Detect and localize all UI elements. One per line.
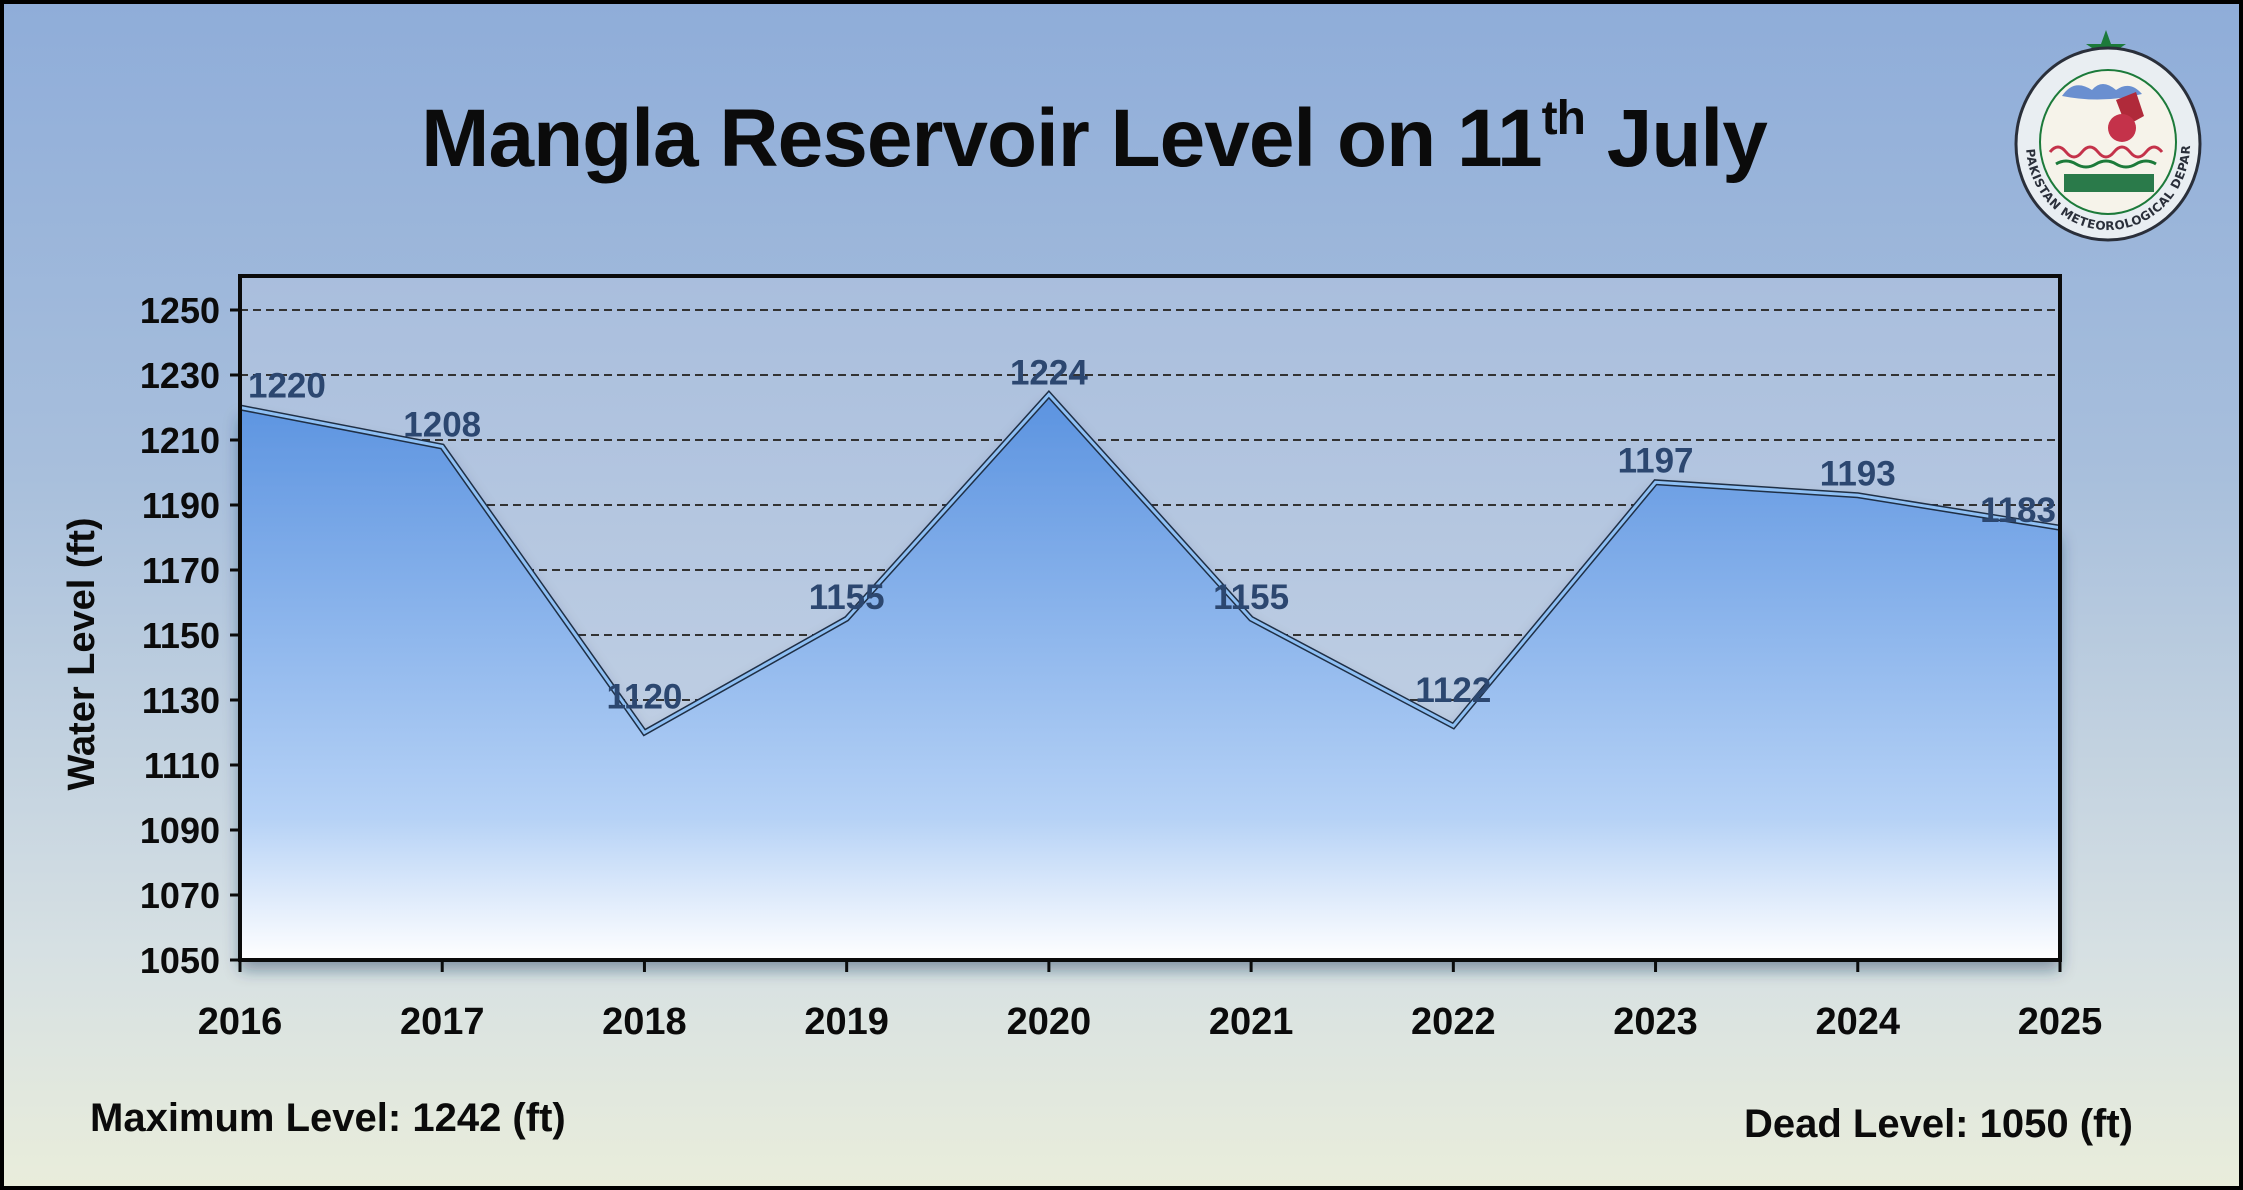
y-tick-label: 1230 (140, 355, 220, 396)
y-tick-label: 1250 (140, 290, 220, 331)
data-label: 1183 (1980, 491, 2056, 530)
y-tick-label: 1190 (142, 485, 220, 526)
y-axis: 1050 1070 1090 1110 1130 1150 1170 1190 1210 1230… (140, 290, 240, 981)
y-axis-label: Water Level (ft) (61, 517, 103, 790)
x-tick-label: 2016 (198, 1001, 283, 1043)
y-tick-label: 1090 (140, 810, 220, 851)
data-label: 1197 (1618, 441, 1694, 480)
x-tick-label: 2022 (1411, 1001, 1496, 1043)
x-tick-label: 2017 (400, 1001, 485, 1043)
maximum-level-note: Maximum Level: 1242 (ft) (90, 1096, 566, 1140)
x-tick-label: 2021 (1209, 1001, 1294, 1043)
pmd-seal-icon: PAKISTAN METEOROLOGICAL DEPARTMENT (2004, 24, 2202, 242)
data-label: 1193 (1820, 454, 1896, 493)
data-label: 1155 (1213, 578, 1289, 617)
y-tick-label: 1110 (144, 745, 220, 786)
data-label: 1208 (403, 406, 481, 445)
x-tick-label: 2020 (1007, 1001, 1092, 1043)
data-label: 1220 (248, 367, 326, 406)
x-tick-label: 2019 (804, 1001, 889, 1043)
y-tick-label: 1070 (140, 875, 220, 916)
y-tick-label: 1210 (140, 420, 220, 461)
series-area (240, 394, 2060, 960)
y-tick-label: 1050 (140, 940, 220, 981)
y-tick-label: 1130 (142, 680, 220, 721)
data-label: 1224 (1010, 354, 1088, 393)
data-label: 1120 (606, 678, 682, 717)
chart-title: Mangla Reservoir Level on 11th July (421, 92, 1768, 184)
data-label: 1155 (809, 578, 885, 617)
series-line-highlight (239, 392, 2061, 735)
x-tick-label: 2018 (602, 1001, 687, 1043)
data-labels: 1220 1208 1120 1155 1224 1155 1122 1197 1193 1183 (248, 354, 2056, 717)
dead-level-note: Dead Level: 1050 (ft) (1743, 1102, 2133, 1146)
plot-border (238, 274, 2062, 962)
chart-plot: 1050 1070 1090 1110 1130 1150 1170 1190 1210 1230… (61, 274, 2103, 1043)
y-tick-label: 1150 (142, 615, 220, 656)
x-tick-label: 2024 (1816, 1001, 1901, 1043)
y-tick-label: 1170 (142, 550, 220, 591)
x-axis: 2016 2017 2018 2019 2020 2021 2022 2023 2024 2025 (198, 960, 2103, 1043)
x-tick-label: 2023 (1613, 1001, 1698, 1043)
data-label: 1122 (1415, 671, 1491, 710)
x-tick-label: 2025 (2018, 1001, 2103, 1043)
